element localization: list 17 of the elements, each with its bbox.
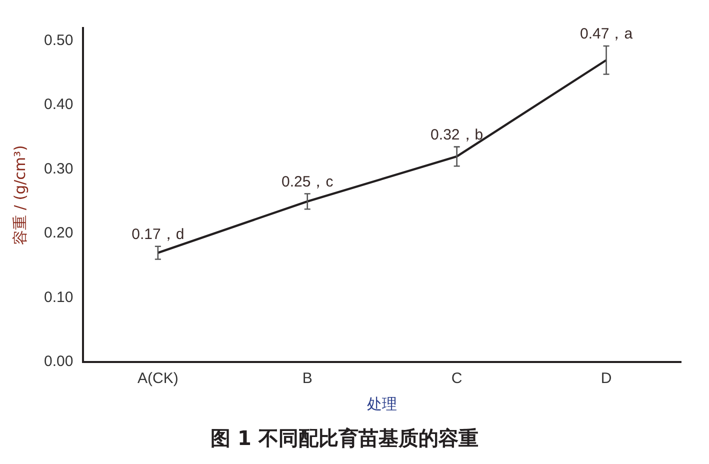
y-tick-label: 0.10 bbox=[44, 288, 74, 306]
data-label: 0.17，d bbox=[132, 226, 184, 244]
y-tick-label: 0.40 bbox=[44, 96, 74, 114]
y-tick-label: 0.20 bbox=[44, 224, 74, 242]
text: 图 1 不同配比育苗基质的容重 bbox=[210, 426, 478, 450]
x-tick-label: C bbox=[451, 370, 462, 388]
data-label: 0.25，c bbox=[282, 173, 334, 190]
y-tick-label: 0.00 bbox=[44, 353, 74, 370]
data-label: 0.32，b bbox=[430, 126, 484, 144]
y-tick-label: 0.50 bbox=[44, 32, 74, 49]
data-label: 0.47，a bbox=[580, 26, 634, 43]
x-tick-label: B bbox=[302, 370, 312, 388]
x-tick-label: A(CK) bbox=[138, 370, 178, 388]
y-axis-title: 容重 / (g/cm³) bbox=[10, 145, 29, 245]
y-tick-label: 0.30 bbox=[44, 160, 74, 178]
x-axis-title: 处理 bbox=[367, 394, 398, 413]
x-tick-label: D bbox=[600, 370, 612, 388]
